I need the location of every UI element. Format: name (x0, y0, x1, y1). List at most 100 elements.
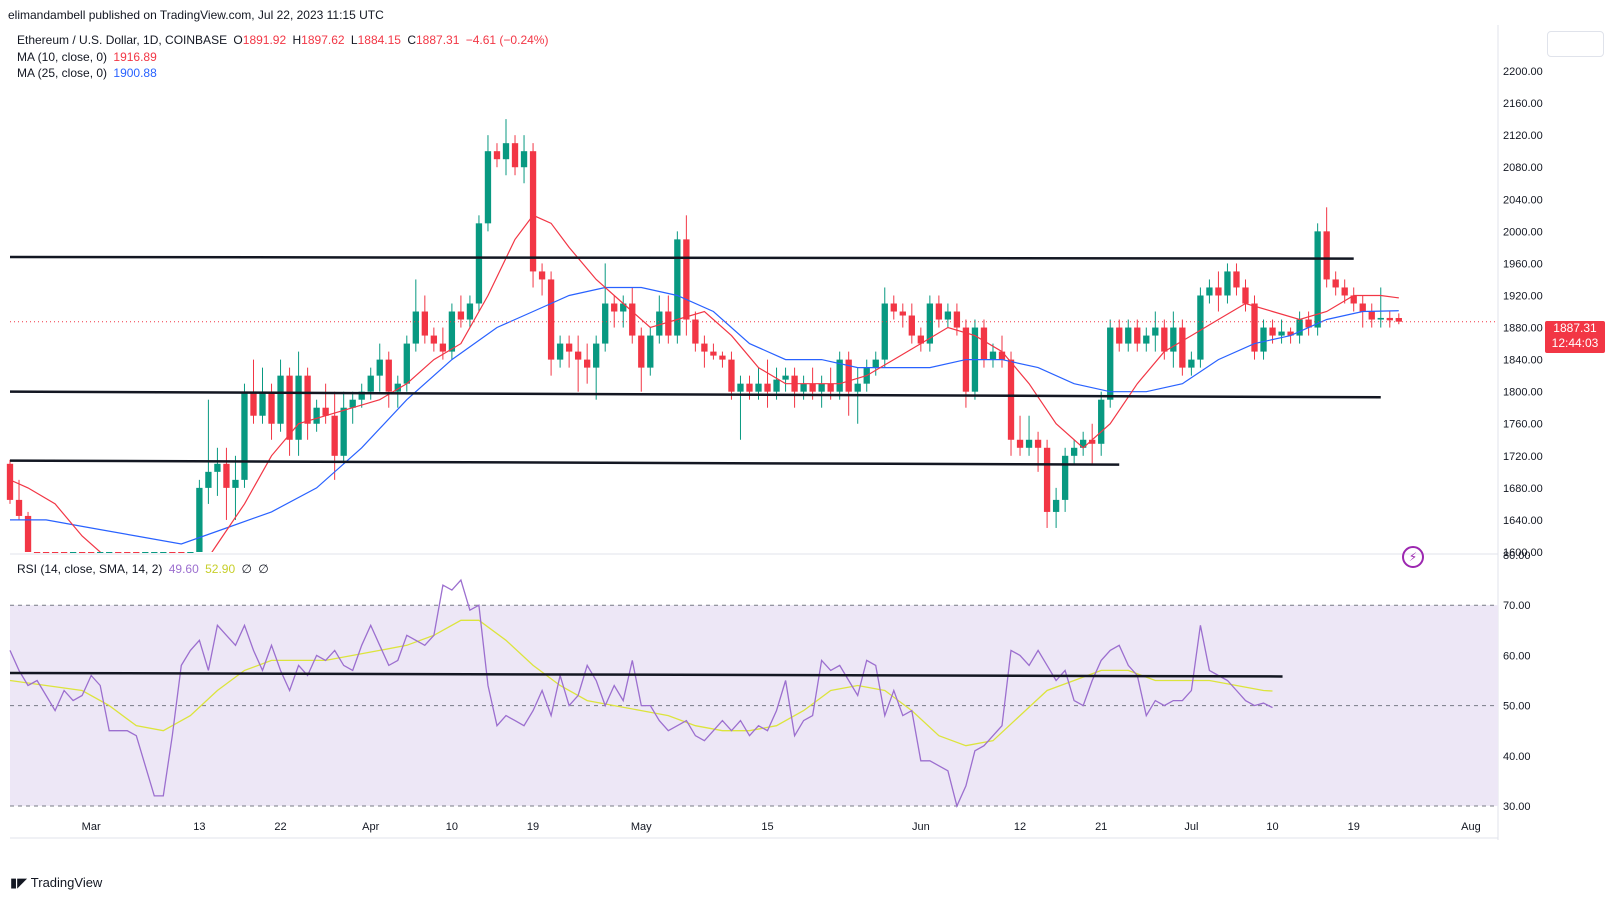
rsi-legend[interactable]: RSI (14, close, SMA, 14, 2) 49.60 52.90 … (17, 562, 272, 576)
time-axis-tick: 19 (527, 821, 539, 833)
candle-body (584, 359, 591, 368)
ma10-value: 1916.89 (113, 50, 157, 64)
rsi-extra-2: ∅ (258, 562, 269, 576)
candle-body (1089, 439, 1096, 444)
tv-logo-icon: ▮◤ (10, 875, 28, 890)
candle-body (565, 343, 573, 352)
candle-body (475, 223, 483, 304)
candle-body (322, 407, 329, 416)
ma10-label: MA (10, close, 0) (17, 50, 108, 64)
candle-body (683, 239, 690, 320)
candle-body (926, 303, 934, 344)
candle-body (1134, 327, 1141, 344)
candle-body (782, 375, 789, 380)
price-axis-tick: 1720.00 (1503, 451, 1543, 463)
candle-body (142, 552, 149, 553)
time-axis-tick: Apr (362, 821, 379, 833)
candle-body (223, 463, 230, 488)
price-axis-tick: 2080.00 (1503, 162, 1543, 174)
tv-brand: TradingView (30, 875, 103, 890)
change-value: −4.61 (−0.24%) (465, 33, 549, 47)
candle-body (1197, 295, 1204, 360)
candle-body (710, 351, 717, 356)
candle-body (151, 552, 158, 553)
candle-body (755, 383, 762, 392)
candle-body (412, 311, 419, 344)
candle-body (241, 391, 248, 480)
ma10-legend[interactable]: MA (10, close, 0) 1916.89 (17, 50, 160, 64)
rsi-line (9, 578, 1273, 808)
time-axis-tick: 21 (1095, 821, 1107, 833)
rsi-label: RSI (14, close, SMA, 14, 2) (17, 562, 163, 576)
time-axis-tick: 19 (1348, 821, 1360, 833)
high-label: H (292, 33, 302, 47)
candle-body (935, 303, 943, 320)
candle-body (1070, 447, 1078, 456)
candle-body (845, 359, 852, 392)
candle-body (250, 391, 257, 416)
candle-body (1007, 359, 1015, 440)
candle-body (394, 383, 401, 392)
candle-body (1242, 287, 1249, 304)
ma25-label: MA (25, close, 0) (17, 66, 108, 80)
candle-body (295, 375, 302, 440)
price-axis-tick: 1800.00 (1503, 387, 1543, 399)
lightning-icon[interactable]: ⚡ (1402, 546, 1424, 568)
candle-body (1332, 279, 1339, 288)
rsi-axis-tick: 40.00 (1503, 751, 1531, 763)
rsi-level-line (9, 671, 1283, 678)
candle-body (1287, 331, 1294, 336)
candle-body (827, 383, 834, 392)
candle-body (1188, 359, 1195, 368)
candle-body (1152, 327, 1159, 336)
candle-body (520, 151, 528, 168)
candle-body (547, 279, 555, 360)
candle-body (42, 552, 50, 553)
candle-body (33, 552, 41, 553)
candle-body (1170, 327, 1177, 352)
candle-body (160, 552, 167, 553)
candle-body (1161, 327, 1168, 352)
candle-body (511, 143, 519, 168)
symbol-title: Ethereum / U.S. Dollar, 1D, COINBASE (17, 33, 228, 47)
low-value: 1884.15 (357, 33, 401, 47)
time-axis-tick: May (631, 821, 652, 833)
candle-body (1323, 231, 1330, 280)
symbol-header: Ethereum / U.S. Dollar, 1D, COINBASE O18… (17, 33, 551, 47)
price-axis-tick: 1880.00 (1503, 323, 1543, 335)
candle-body (448, 311, 456, 352)
candle-body (980, 327, 988, 360)
candle-body (1350, 295, 1357, 304)
candle-body (800, 383, 807, 392)
scale-settings-button[interactable] (1547, 31, 1604, 57)
candle-body (1368, 311, 1375, 320)
candle-body (989, 351, 997, 360)
candle-body (1116, 327, 1123, 344)
candle-body (78, 552, 86, 553)
horizontal-level-line (9, 390, 1381, 399)
candle-body (124, 552, 131, 553)
ma25-legend[interactable]: MA (25, close, 0) 1900.88 (17, 66, 160, 80)
last-price-tag: 1887.31 12:44:03 (1545, 321, 1605, 353)
candle-body (1098, 399, 1105, 444)
candle-body (773, 379, 780, 392)
candle-body (1341, 287, 1348, 296)
candle-body (169, 552, 176, 553)
candle-body (1034, 439, 1042, 448)
candle-body (1025, 439, 1033, 448)
price-axis-tick: 2160.00 (1503, 98, 1543, 110)
candle-body (1179, 327, 1186, 368)
candle-body (493, 151, 501, 160)
time-axis-tick: Jul (1184, 821, 1198, 833)
price-axis-tick: 1680.00 (1503, 483, 1543, 495)
candle-body (665, 311, 672, 336)
rsi-axis-tick: 60.00 (1503, 650, 1531, 662)
candle-body (593, 343, 600, 368)
candle-body (872, 359, 879, 368)
candle-body (15, 499, 23, 516)
candle-body (1377, 317, 1384, 320)
high-value: 1897.62 (301, 33, 345, 47)
candle-body (439, 343, 447, 352)
candle-body (430, 335, 438, 344)
